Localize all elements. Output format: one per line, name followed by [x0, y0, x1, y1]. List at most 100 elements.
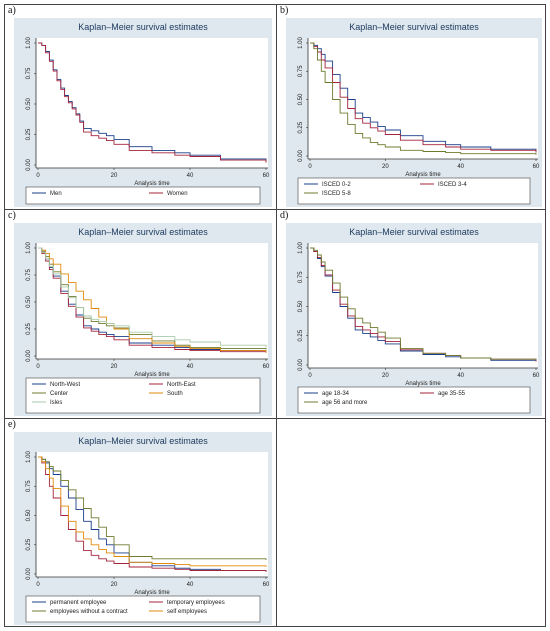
chart-title: Kaplan–Meier survival estimates [78, 436, 208, 446]
panel-label: a) [8, 5, 16, 16]
y-tick-label: 1.00 [298, 242, 304, 254]
panel-label: b) [280, 5, 289, 16]
legend-label: employees without a contract [50, 609, 128, 615]
series-line-1 [38, 247, 267, 353]
legend-label: North-West [50, 382, 81, 388]
y-tick-label: 0.00 [298, 150, 304, 162]
km-chart: Kaplan–Meier survival estimates 0.00 0.25 0… [286, 223, 542, 416]
y-tick-label: 0.50 [298, 93, 304, 105]
legend-label: permanent employee [50, 600, 107, 606]
x-tick-label: 20 [382, 164, 389, 170]
series-line-1 [38, 42, 267, 163]
y-tick-label: 0.25 [298, 121, 304, 133]
y-tick-label: 0.25 [26, 128, 32, 140]
series-line-0 [310, 247, 537, 362]
x-tick-label: 60 [263, 364, 270, 370]
y-tick-label: 0.25 [298, 329, 304, 341]
x-tick-label: 0 [36, 173, 40, 179]
legend-label: age 56 and more [322, 400, 368, 406]
plot-area [308, 243, 538, 368]
y-tick-label: 0.50 [298, 300, 304, 312]
y-tick-label: 1.00 [26, 37, 32, 49]
legend [25, 186, 261, 205]
panel-label: e) [8, 419, 16, 430]
y-tick-label: 0.25 [26, 323, 32, 335]
x-axis-label: Analysis time [134, 372, 170, 378]
x-tick-label: 60 [263, 173, 270, 179]
y-tick-label: 0.75 [26, 67, 32, 79]
y-tick-label: 0.50 [26, 98, 32, 110]
x-axis-label: Analysis time [134, 590, 170, 596]
chart-title: Kaplan–Meier survival estimates [349, 227, 479, 237]
y-tick-label: 0.75 [298, 65, 304, 77]
series-line-2 [310, 247, 537, 361]
legend [25, 595, 261, 623]
panel-label: d) [280, 210, 289, 221]
panel-b: b) Kaplan–Meier survival estimates 0.00 0.2… [276, 4, 546, 209]
panel-divider-horizontal [4, 418, 546, 419]
legend-label: Men [50, 191, 62, 197]
legend-label: Women [167, 191, 188, 197]
legend [297, 177, 531, 205]
legend-label: age 35-55 [438, 391, 466, 397]
x-tick-label: 20 [111, 173, 118, 179]
x-tick-label: 40 [187, 364, 194, 370]
x-tick-label: 60 [263, 582, 270, 588]
y-tick-label: 0.00 [26, 159, 32, 171]
legend [25, 377, 261, 414]
chart-title: Kaplan–Meier survival estimates [78, 22, 208, 32]
x-tick-label: 0 [308, 373, 312, 379]
x-tick-label: 60 [533, 164, 540, 170]
series-line-1 [38, 456, 267, 572]
legend-label: ISCED 0-2 [322, 182, 351, 188]
legend-label: ISCED 5-8 [322, 191, 351, 197]
panel-e: e) Kaplan–Meier survival estimates 0.00 0.2… [4, 418, 276, 627]
legend [297, 386, 531, 414]
km-chart: Kaplan–Meier survival estimates 0.00 0.25 0… [14, 223, 272, 416]
x-tick-label: 40 [457, 373, 464, 379]
x-axis-label: Analysis time [134, 181, 170, 187]
legend-label: Center [50, 391, 68, 397]
y-tick-label: 0.25 [26, 538, 32, 550]
x-tick-label: 20 [111, 364, 118, 370]
panel-c: c) Kaplan–Meier survival estimates 0.00 0.2… [4, 209, 276, 418]
panel-label: c) [8, 210, 16, 221]
legend-label: ISCED 3-4 [438, 182, 467, 188]
series-line-4 [38, 247, 267, 348]
panel-empty [276, 418, 546, 627]
legend-label: temporary employees [167, 600, 225, 606]
series-line-2 [310, 42, 537, 155]
km-chart: Kaplan–Meier survival estimates 0.00 0.25 0… [14, 18, 272, 207]
legend-label: self employees [167, 609, 207, 615]
y-tick-label: 0.75 [26, 269, 32, 281]
x-tick-label: 0 [308, 164, 312, 170]
x-tick-label: 20 [382, 373, 389, 379]
y-tick-label: 1.00 [26, 242, 32, 254]
y-tick-label: 0.00 [26, 568, 32, 580]
x-axis-label: Analysis time [405, 172, 441, 178]
legend-label: Isles [50, 400, 62, 406]
chart-title: Kaplan–Meier survival estimates [349, 22, 479, 32]
x-tick-label: 40 [187, 173, 194, 179]
x-tick-label: 60 [533, 373, 540, 379]
y-tick-label: 0.00 [26, 350, 32, 362]
chart-title: Kaplan–Meier survival estimates [78, 227, 208, 237]
x-tick-label: 40 [457, 164, 464, 170]
y-tick-label: 0.75 [26, 480, 32, 492]
panel-divider-vertical [276, 4, 277, 627]
y-tick-label: 0.00 [298, 359, 304, 371]
y-tick-label: 0.50 [26, 296, 32, 308]
panel-grid [4, 4, 546, 627]
x-tick-label: 0 [36, 364, 40, 370]
y-tick-label: 0.50 [26, 509, 32, 521]
y-tick-label: 1.00 [298, 37, 304, 49]
legend-label: North-East [167, 382, 196, 388]
x-tick-label: 20 [111, 582, 118, 588]
panel-a: a) Kaplan–Meier survival estimates 0.00 0.2… [4, 4, 276, 209]
panel-divider-horizontal [4, 209, 546, 210]
series-line-3 [38, 456, 267, 567]
legend-label: South [167, 391, 183, 397]
km-chart: Kaplan–Meier survival estimates 0.00 0.25 0… [14, 432, 272, 625]
km-chart: Kaplan–Meier survival estimates 0.00 0.25 0… [286, 18, 542, 207]
panel-d: d) Kaplan–Meier survival estimates 0.00 0.2… [276, 209, 546, 418]
